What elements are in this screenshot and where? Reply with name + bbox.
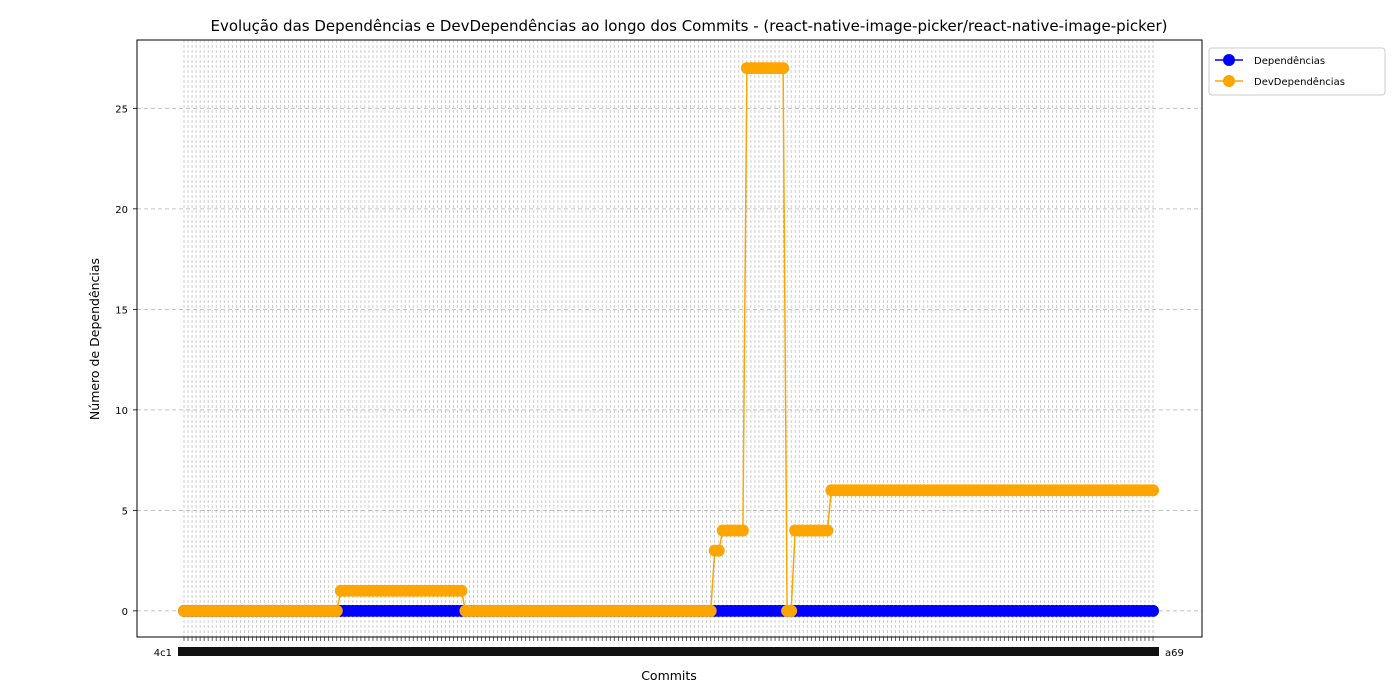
y-tick-label: 15 — [115, 305, 128, 316]
data-point — [821, 524, 834, 537]
x-axis: 4c1 a69 — [154, 637, 1184, 659]
data-point — [736, 524, 749, 537]
y-axis-label: Número de Dependências — [87, 258, 102, 420]
legend-marker-devdependencias — [1223, 75, 1235, 87]
x-tick-label-first: 4c1 — [154, 648, 172, 659]
x-tick-label-band — [178, 647, 1159, 656]
data-point — [704, 604, 717, 617]
legend-marker-dependencias — [1223, 54, 1235, 66]
legend-label-devdependencias: DevDependências — [1254, 76, 1345, 88]
data-point — [712, 544, 725, 557]
data-point — [455, 584, 468, 597]
x-tick-label-last: a69 — [1165, 648, 1184, 659]
y-axis: 0 5 10 15 20 25 — [115, 104, 137, 618]
series-layer — [178, 62, 1159, 617]
series-line — [184, 67, 1153, 612]
legend-frame — [1208, 47, 1386, 96]
y-tick-label: 20 — [115, 205, 128, 216]
grid — [137, 40, 1202, 637]
data-point — [777, 62, 790, 75]
series-1 — [178, 62, 1159, 617]
chart-title: Evolução das Dependências e DevDependênc… — [210, 17, 1167, 35]
y-tick-label: 5 — [122, 506, 128, 517]
y-tick-label: 10 — [115, 406, 128, 417]
legend-label-dependencias: Dependências — [1254, 55, 1325, 67]
legend: Dependências DevDependências — [1208, 47, 1386, 96]
data-point — [785, 604, 798, 617]
data-point — [330, 604, 343, 617]
data-point — [1147, 604, 1159, 617]
data-point — [1147, 484, 1159, 497]
x-axis-label: Commits — [641, 668, 697, 683]
y-tick-label: 0 — [122, 607, 128, 618]
y-tick-label: 25 — [115, 104, 128, 115]
plot-frame — [136, 39, 1203, 638]
plot-area — [137, 40, 1202, 637]
